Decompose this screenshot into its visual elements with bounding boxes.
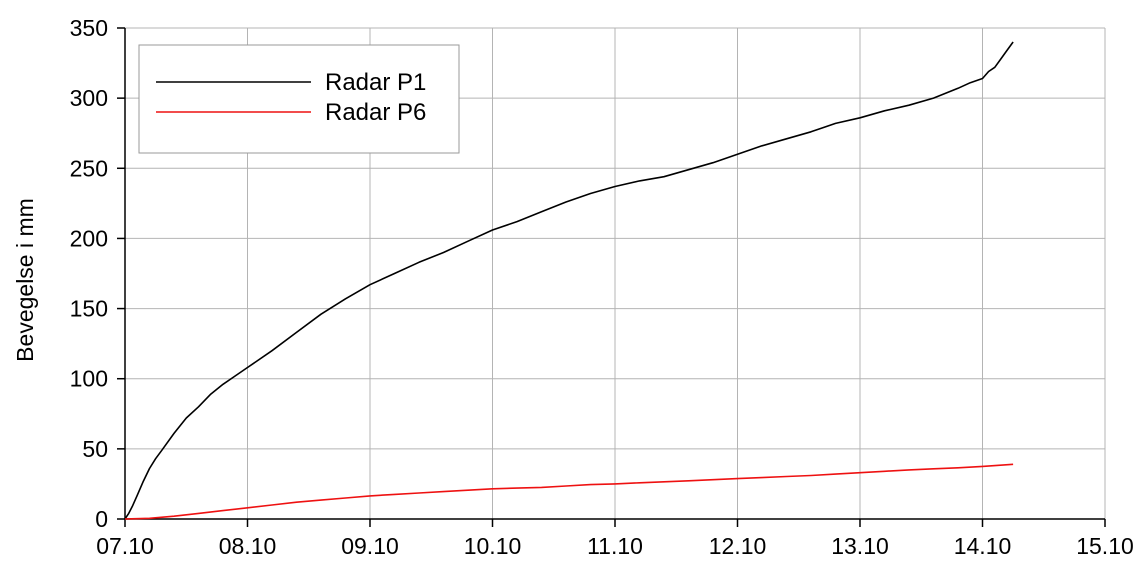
legend-box <box>138 44 460 154</box>
y-tick-label: 200 <box>70 225 108 251</box>
legend-label: Radar P6 <box>325 99 426 126</box>
x-tick-label: 13.10 <box>831 533 889 559</box>
x-tick-label: 12.10 <box>709 533 767 559</box>
series <box>124 41 1014 520</box>
y-tick-label: 150 <box>70 296 108 322</box>
series-line-radar-p6 <box>124 463 1014 520</box>
x-tick-label: 07.10 <box>96 533 154 559</box>
y-tick-label: 100 <box>70 366 108 392</box>
y-tick-label: 50 <box>82 436 108 462</box>
x-tick-label: 10.10 <box>464 533 522 559</box>
legend: Radar P1 Radar P6 <box>138 44 460 154</box>
x-tick-label: 09.10 <box>341 533 399 559</box>
x-tick-label: 11.10 <box>587 533 643 559</box>
x-tick-label: 08.10 <box>219 533 277 559</box>
y-tick-label: 0 <box>95 506 108 532</box>
y-tick-label: 300 <box>70 85 108 111</box>
x-tick-label: 14.10 <box>954 533 1012 559</box>
axes: 07.10 08.10 09.10 10.10 11.10 12.10 13.10 14.10… <box>70 15 1134 559</box>
legend-label: Radar P1 <box>325 69 426 96</box>
x-tick-label: 15.10 <box>1076 533 1134 559</box>
y-tick-label: 250 <box>70 155 108 181</box>
y-tick-label: 350 <box>70 15 108 41</box>
y-axis-label: Bevegelse i mm <box>12 198 38 362</box>
series-line-radar-p1 <box>124 41 1014 520</box>
grid <box>125 27 1106 519</box>
